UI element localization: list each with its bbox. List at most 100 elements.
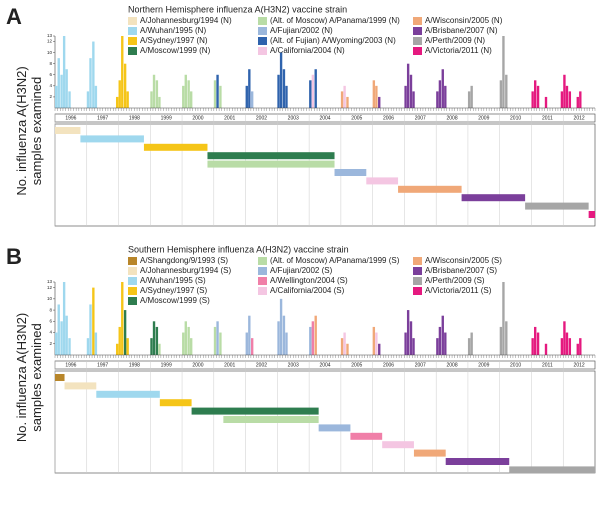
strain-period (525, 202, 589, 210)
year-label: 2010 (510, 115, 521, 121)
bar (213, 326, 217, 355)
bar (219, 85, 222, 108)
legend-label: A/Johannesburg/1994 (S) (140, 266, 232, 275)
strain-period (143, 143, 208, 151)
bar (62, 282, 66, 355)
timeline-box (54, 370, 596, 474)
bar (309, 326, 312, 355)
bar (279, 52, 283, 108)
strain-period (366, 177, 399, 185)
bar (505, 321, 508, 355)
bar (121, 36, 124, 108)
legend-swatch (413, 27, 422, 35)
bar (60, 321, 63, 355)
bar (576, 343, 579, 355)
year-label: 2001 (224, 362, 235, 368)
bar (314, 315, 317, 355)
bar (438, 326, 442, 355)
bar (115, 343, 119, 355)
y-axis-label-line: samples examined (29, 323, 44, 431)
bar (404, 332, 407, 355)
legend-label: A/Fujian/2002 (S) (270, 266, 333, 275)
year-label: 2005 (351, 115, 362, 121)
y-tick-label: 13 (47, 33, 53, 38)
bar (404, 85, 407, 108)
strain-period (445, 458, 510, 465)
bar (277, 74, 280, 108)
legend-swatch (128, 257, 137, 265)
legend-label: (Alt. of Moscow) A/Panama/1999 (S) (270, 256, 400, 265)
y-tick-label: 6 (49, 72, 52, 77)
bar (563, 74, 566, 108)
legend-swatch (258, 267, 267, 275)
strain-period (55, 374, 65, 381)
bar (579, 91, 582, 108)
year-label: 1999 (161, 115, 172, 121)
bar (155, 80, 159, 108)
y-tick-label: 10 (47, 296, 53, 301)
legend-label: A/Brisbane/2007 (S) (425, 266, 497, 275)
bar (155, 326, 159, 355)
year-label: 2009 (478, 115, 489, 121)
bar (311, 321, 315, 355)
bar (68, 91, 71, 108)
bar (470, 332, 473, 355)
legend-swatch (128, 47, 137, 55)
legend-label: A/Perth/2009 (N) (425, 36, 485, 45)
strain-period (223, 416, 319, 423)
year-label: 1996 (65, 362, 76, 368)
strain-period (509, 466, 595, 474)
bar (150, 338, 153, 355)
bar (467, 338, 471, 355)
bar (568, 91, 572, 108)
legend-label: A/Shangdong/9/1993 (S) (140, 256, 228, 265)
bar (406, 63, 410, 108)
strain-period (55, 127, 81, 134)
legend-label: A/Victoria/2011 (S) (425, 286, 492, 295)
legend-label: A/Moscow/1999 (N) (140, 46, 211, 55)
bar (152, 74, 156, 108)
legend-label: A/California/2004 (N) (270, 46, 345, 55)
bar (245, 332, 248, 355)
legend-swatch (258, 27, 267, 35)
legend-label: A/Moscow/1999 (S) (140, 296, 210, 305)
bar (213, 80, 217, 108)
bar (184, 321, 187, 355)
bar (86, 338, 90, 355)
bar (285, 332, 288, 355)
y-tick-label: 4 (49, 330, 52, 335)
legend-swatch (258, 287, 267, 295)
y-tick-label: 6 (49, 318, 52, 323)
bar (94, 85, 98, 108)
bar (568, 338, 572, 355)
legend-swatch (258, 47, 267, 55)
year-label: 2000 (192, 115, 203, 121)
legend-swatch (128, 287, 137, 295)
year-label: 1996 (65, 115, 76, 121)
bar (406, 310, 410, 355)
bar (182, 85, 185, 108)
strain-period (207, 152, 335, 160)
legend-swatch (128, 297, 137, 305)
year-label: 2011 (542, 115, 553, 121)
year-label: 1999 (161, 362, 172, 368)
y-tick-label: 13 (47, 279, 53, 284)
year-label: 2007 (415, 362, 426, 368)
bar (68, 338, 71, 355)
year-label: 2001 (224, 115, 235, 121)
bar (118, 326, 121, 355)
y-tick-label: 4 (49, 83, 52, 88)
bar (123, 310, 127, 355)
year-label: 2003 (288, 362, 299, 368)
strain-period (207, 160, 335, 168)
bar (441, 69, 444, 108)
bar (150, 91, 153, 108)
bar (187, 326, 190, 355)
bar (563, 321, 566, 355)
legend-label: A/Victoria/2011 (N) (425, 46, 492, 55)
bar (441, 315, 444, 355)
bar (565, 85, 569, 108)
y-axis-label: No. influenza A(H3N2)samples examined (14, 313, 44, 442)
bar (409, 321, 413, 355)
